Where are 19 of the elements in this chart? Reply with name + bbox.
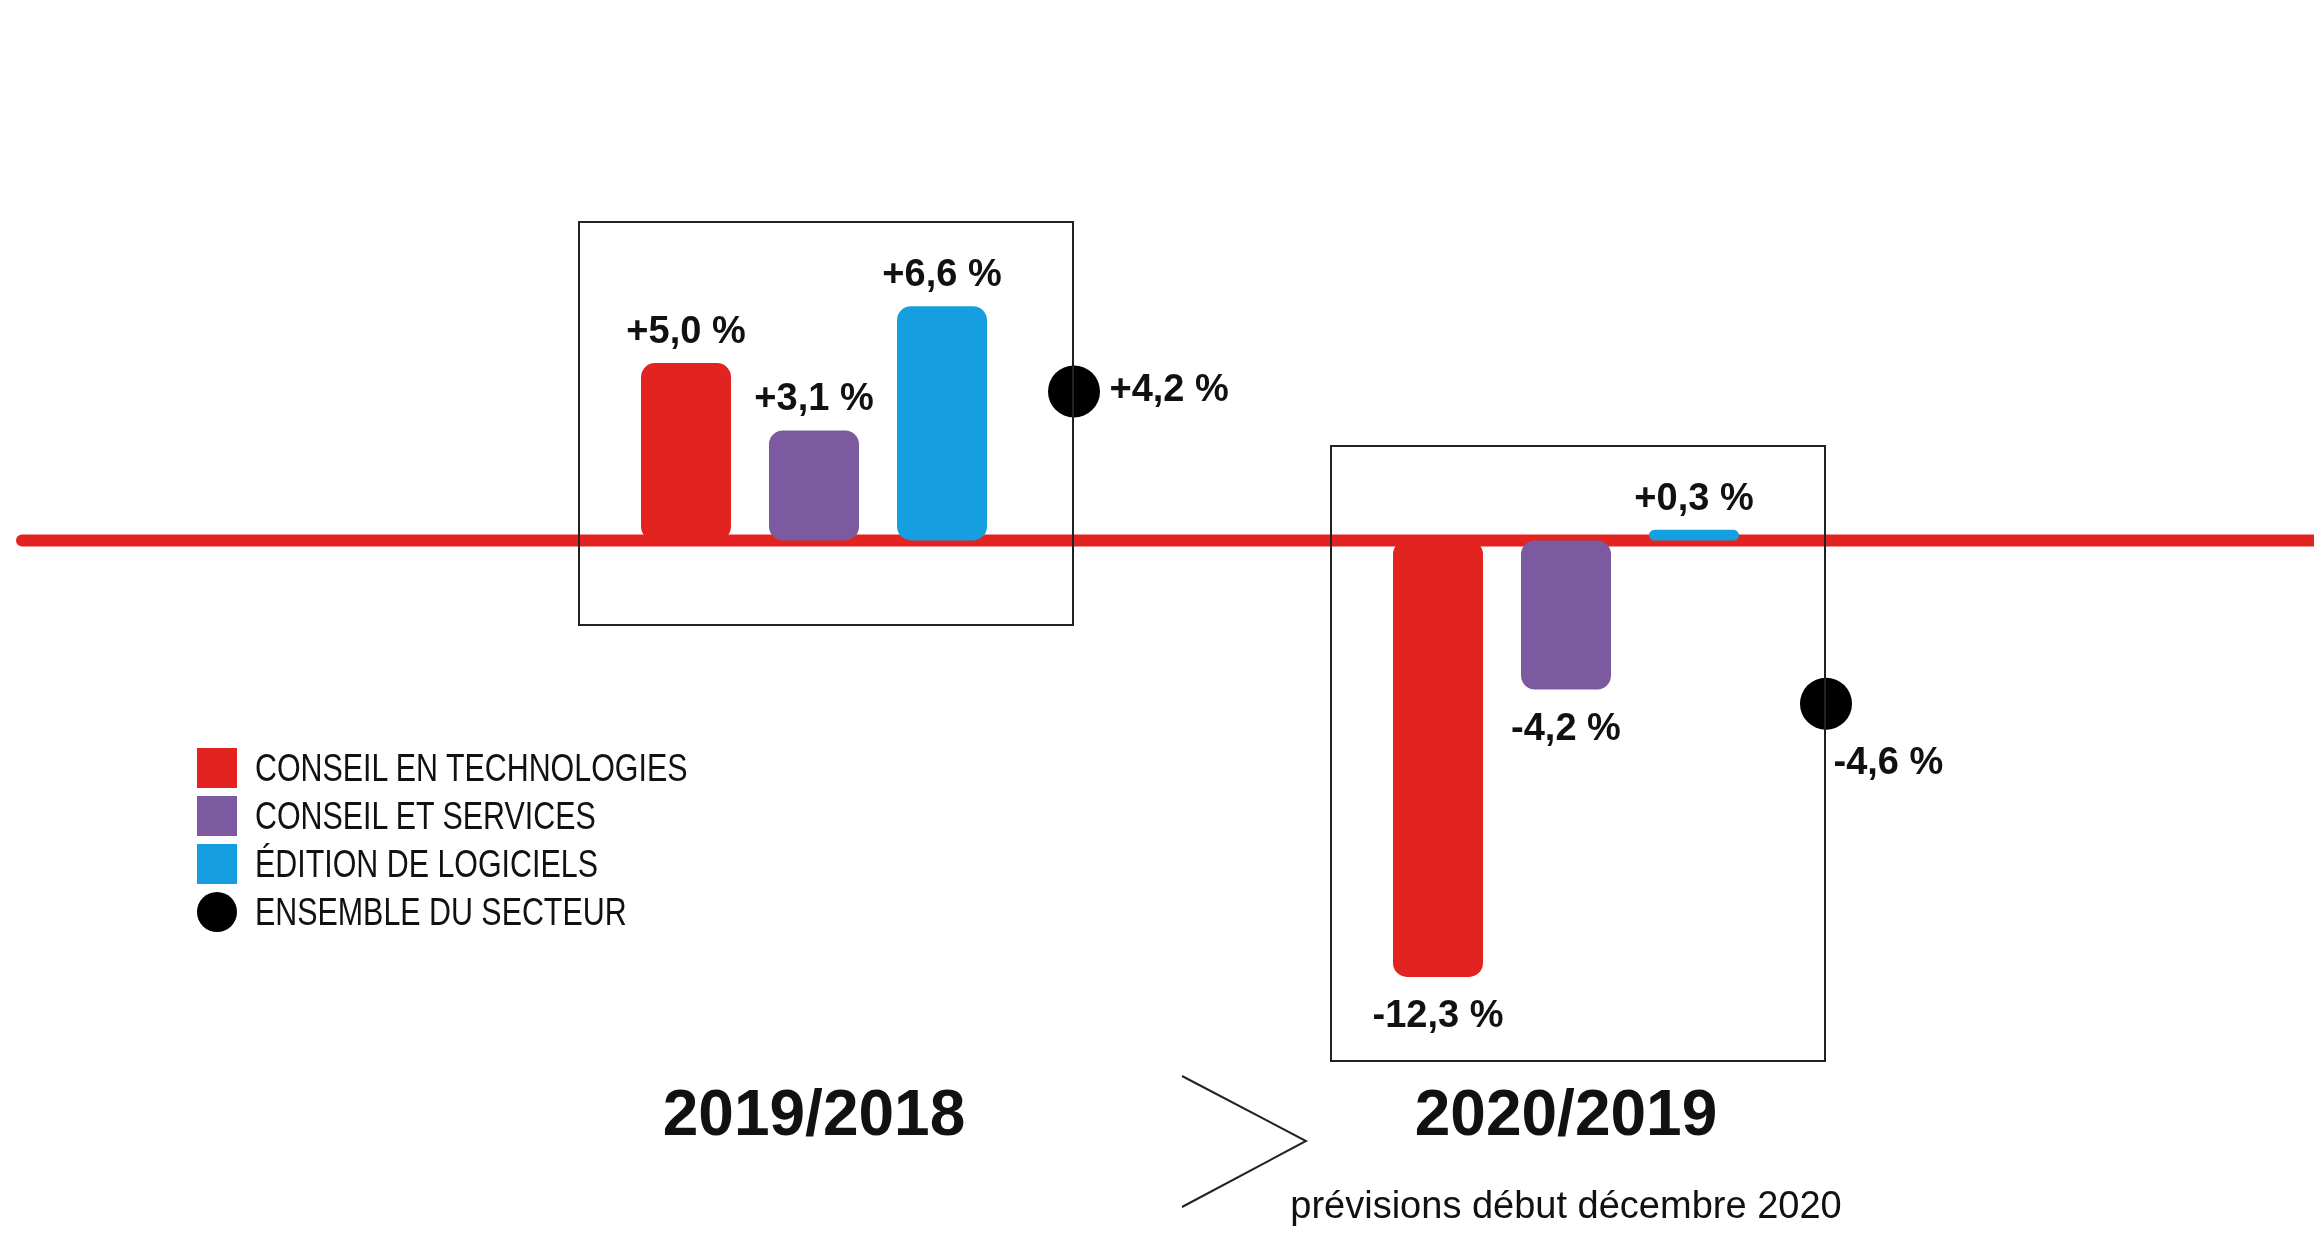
x-tick-label: 2019/2018: [662, 1077, 966, 1150]
data-label: -4,2 %: [1511, 705, 1621, 748]
x-tick-label: 2020/2019: [1414, 1077, 1718, 1150]
data-label: +6,6 %: [882, 252, 1002, 295]
legend-label: ÉDITION DE LOGICIELS: [255, 842, 598, 886]
text: prévisions début décembre 2020: [1289, 1184, 1843, 1227]
data-label: -4,6 %: [1833, 740, 1944, 783]
data-label: +4,2 %: [1109, 366, 1229, 409]
data-label: +5,0 %: [626, 309, 746, 352]
bar: [1521, 540, 1611, 690]
legend-label: CONSEIL ET SERVICES: [255, 794, 596, 838]
bar: [897, 306, 987, 541]
legend-label: ENSEMBLE DU SECTEUR: [255, 890, 627, 934]
bar: [1649, 529, 1739, 541]
legend-label: CONSEIL EN TECHNOLOGIES: [255, 746, 688, 790]
data-label: -12,3 %: [1372, 992, 1504, 1035]
data-label: +0,3 %: [1634, 475, 1754, 518]
data-label: +3,1 %: [754, 376, 874, 419]
bar: [769, 430, 859, 541]
